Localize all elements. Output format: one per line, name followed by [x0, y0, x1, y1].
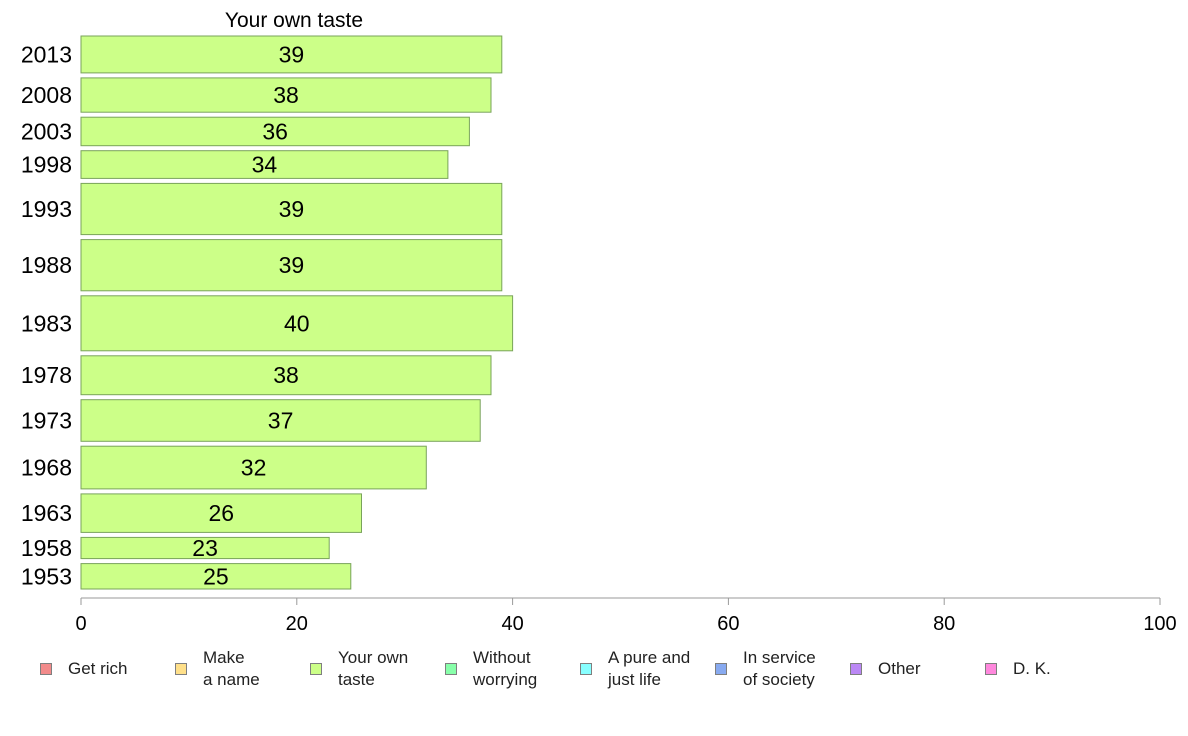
legend: Get rich Make a name Your own taste Without… [0, 646, 1188, 696]
category-label: 1958 [21, 535, 72, 561]
category-label: 1978 [21, 362, 72, 388]
category-label: 1973 [21, 407, 72, 433]
category-label: 2008 [21, 82, 72, 108]
data-label: 40 [284, 310, 310, 336]
bar-1963 [80, 493, 362, 533]
data-label: 36 [262, 118, 288, 144]
bar-2008 [80, 77, 492, 113]
legend-label: Your own taste [338, 648, 409, 689]
data-label: 38 [273, 82, 299, 108]
data-label: 39 [279, 252, 305, 278]
category-label: 2003 [21, 118, 72, 144]
bar-1958 [80, 536, 330, 560]
legend-swatch [175, 663, 187, 675]
category-label: 1998 [21, 152, 72, 178]
bar-1988 [80, 239, 503, 292]
category-label: 1953 [21, 563, 72, 589]
x-tick-label: 0 [75, 613, 86, 635]
bar-chart: Your own taste 2013 39 2008 38 2003 36 1998 34 1… [21, 9, 1177, 635]
legend-swatch [850, 663, 862, 675]
legend-item: Other [850, 646, 921, 692]
legend-swatch [985, 663, 997, 675]
bar-1978 [80, 355, 492, 396]
legend-label: Without worrying [473, 648, 538, 689]
bar-1983 [80, 295, 514, 352]
legend-label: Other [878, 659, 921, 678]
data-label: 25 [203, 563, 229, 589]
legend-label: In service of society [743, 648, 816, 689]
legend-item: In service of society [715, 646, 816, 692]
chart-title: Your own taste [225, 9, 363, 32]
legend-item: Without worrying [445, 646, 537, 692]
legend-swatch [310, 663, 322, 675]
data-label: 23 [192, 535, 218, 561]
data-label: 39 [279, 42, 305, 68]
legend-label: D. K. [1013, 659, 1051, 678]
x-tick-label: 60 [717, 613, 739, 635]
bars-layer: 2013 39 2008 38 2003 36 1998 34 1993 39 1988 39 1983… [21, 35, 514, 590]
bar-1953 [80, 563, 352, 590]
x-tick-label: 20 [286, 613, 308, 635]
x-axis: 0 20 40 60 80 100 [75, 597, 1177, 635]
legend-item: D. K. [985, 646, 1051, 692]
legend-item: A pure and just life [580, 646, 690, 692]
x-tick-label: 100 [1143, 613, 1176, 635]
legend-swatch [40, 663, 52, 675]
data-label: 38 [273, 362, 299, 388]
data-label: 39 [279, 196, 305, 222]
data-label: 32 [241, 455, 267, 481]
legend-item: Make a name [175, 646, 260, 692]
bar-2003 [80, 116, 470, 147]
bar-1998 [80, 150, 449, 179]
legend-item: Your own taste [310, 646, 408, 692]
category-label: 1968 [21, 455, 72, 481]
bar-2013 [80, 35, 503, 74]
bar-1973 [80, 399, 481, 442]
legend-label: A pure and just life [608, 648, 691, 689]
category-label: 1993 [21, 196, 72, 222]
legend-swatch [715, 663, 727, 675]
data-label: 26 [209, 500, 235, 526]
category-label: 2013 [21, 42, 72, 68]
x-tick-label: 80 [933, 613, 955, 635]
category-label: 1988 [21, 252, 72, 278]
legend-swatch [580, 663, 592, 675]
legend-swatch [445, 663, 457, 675]
data-label: 37 [268, 407, 294, 433]
category-label: 1983 [21, 310, 72, 336]
legend-item: Get rich [40, 646, 128, 692]
category-label: 1963 [21, 500, 72, 526]
x-tick-label: 40 [501, 613, 523, 635]
legend-label: Get rich [68, 659, 128, 678]
legend-label: Make a name [203, 648, 260, 689]
bar-1993 [80, 182, 503, 236]
bar-1968 [80, 445, 427, 490]
data-label: 34 [252, 152, 278, 178]
